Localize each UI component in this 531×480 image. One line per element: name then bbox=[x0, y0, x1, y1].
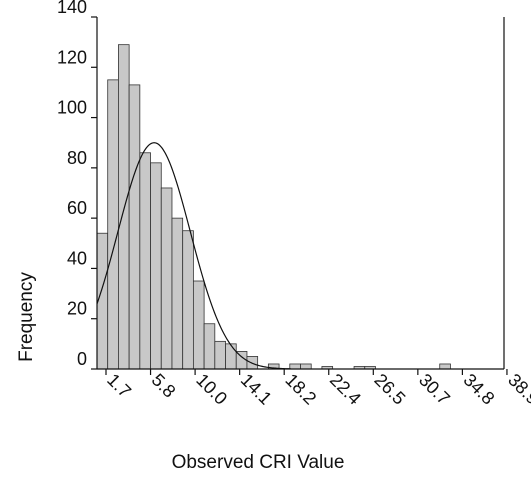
y-tick-label: 80 bbox=[67, 148, 87, 168]
histogram-bar bbox=[96, 232, 109, 370]
histogram-bar bbox=[300, 363, 312, 370]
y-tick-label: 40 bbox=[67, 248, 87, 268]
x-tick-label: 30.7 bbox=[415, 370, 454, 409]
histogram-bar bbox=[107, 79, 119, 370]
histogram-bar bbox=[192, 280, 205, 370]
histogram-bar bbox=[203, 323, 216, 370]
histogram-bar bbox=[139, 152, 151, 370]
histogram-bar bbox=[171, 217, 184, 370]
y-tick-label: 100 bbox=[57, 98, 87, 118]
x-tick-label: 18.2 bbox=[281, 370, 320, 409]
x-tick-label: 5.8 bbox=[148, 370, 180, 402]
histogram-bar bbox=[128, 84, 141, 370]
x-tick-label: 34.8 bbox=[460, 370, 499, 409]
histogram-bar bbox=[225, 343, 237, 370]
histogram-bar bbox=[439, 363, 451, 370]
histogram-bar bbox=[118, 44, 130, 370]
histogram-bar bbox=[150, 162, 162, 370]
y-tick-label: 0 bbox=[77, 349, 87, 369]
histogram-bar bbox=[289, 363, 301, 370]
x-tick-label: 1.7 bbox=[103, 370, 135, 402]
y-axis-label: Frequency bbox=[16, 272, 37, 362]
x-tick-label: 22.4 bbox=[326, 370, 365, 409]
histogram-bar bbox=[214, 340, 226, 370]
histogram-bar bbox=[182, 230, 194, 370]
y-tick-label: 20 bbox=[67, 299, 87, 319]
x-tick-label: 14.1 bbox=[237, 370, 276, 409]
bars-layer bbox=[96, 44, 451, 370]
curve-layer bbox=[96, 142, 291, 370]
x-tick-label: 38.9 bbox=[504, 370, 531, 409]
y-tick-label: 60 bbox=[67, 198, 87, 218]
x-axis-label: Observed CRI Value bbox=[172, 452, 345, 473]
y-tick-label: 140 bbox=[57, 0, 87, 17]
x-tick-label: 10.0 bbox=[192, 370, 231, 409]
fitted-normal-curve bbox=[96, 142, 291, 370]
y-tick-label: 120 bbox=[57, 47, 87, 67]
histogram-bar bbox=[160, 187, 173, 370]
x-tick-label: 26.5 bbox=[370, 370, 409, 409]
